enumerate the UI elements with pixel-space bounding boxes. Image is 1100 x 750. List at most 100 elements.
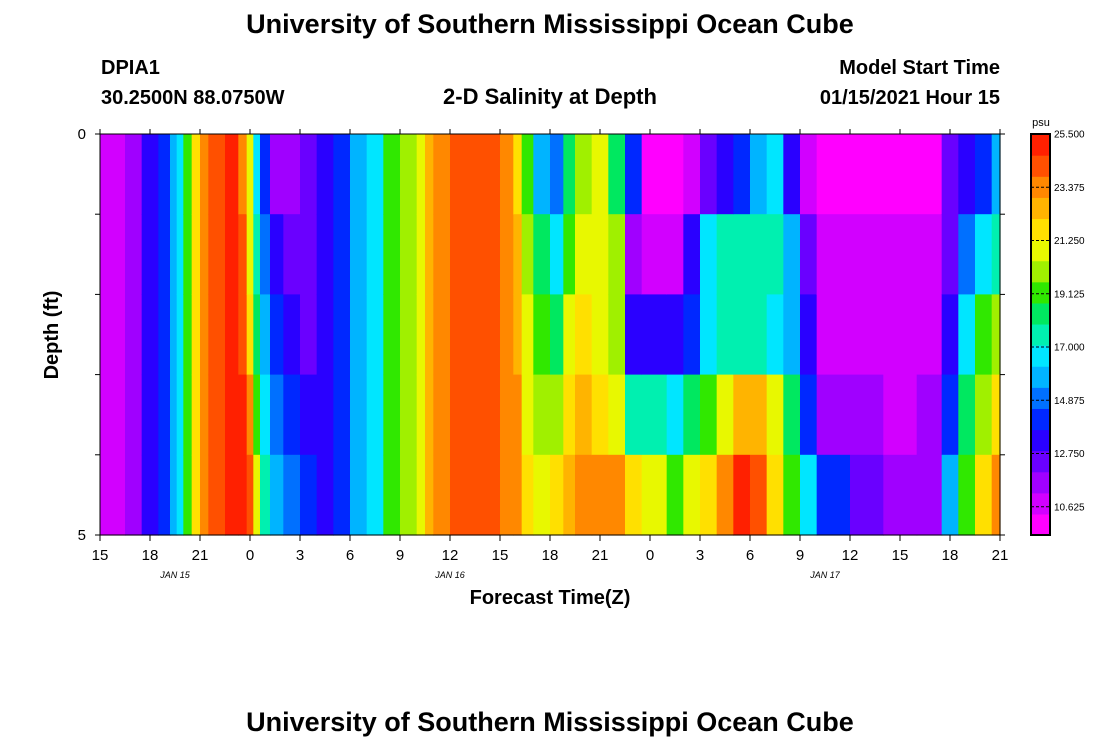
heatmap-cell <box>176 374 184 456</box>
heatmap-cell <box>176 134 184 215</box>
heatmap-cell <box>183 454 193 536</box>
heatmap-cell <box>550 454 564 536</box>
heatmap-cell <box>433 134 451 215</box>
heatmap-cell <box>563 214 576 295</box>
heatmap-cell <box>416 294 426 376</box>
heatmap-cell <box>450 454 501 536</box>
heatmap-cell <box>975 374 993 456</box>
heatmap-cell <box>238 214 248 295</box>
colorbar-segment <box>1031 176 1050 198</box>
heatmap-cell <box>208 134 226 215</box>
heatmap-cell <box>191 374 201 456</box>
heatmap-cells <box>100 134 1001 536</box>
x-tick-label: 0 <box>246 547 254 564</box>
heatmap-cell <box>400 454 418 536</box>
heatmap-cell <box>521 134 534 215</box>
heatmap-cell <box>750 134 768 215</box>
heatmap-cell <box>158 294 171 376</box>
heatmap-cell <box>333 214 351 295</box>
heatmap-cell <box>666 134 684 215</box>
heatmap-cell <box>991 374 1001 456</box>
heatmap-cell <box>283 374 301 456</box>
heatmap-cell <box>916 134 943 215</box>
heatmap-cell <box>125 134 143 215</box>
heatmap-cell <box>958 454 976 536</box>
heatmap-cell <box>850 214 884 295</box>
heatmap-cell <box>958 294 976 376</box>
heatmap-cell <box>141 374 159 456</box>
colorbar-segment <box>1031 239 1050 262</box>
heatmap-cell <box>253 374 261 456</box>
heatmap-cell <box>383 134 401 215</box>
heatmap-cell <box>333 294 351 376</box>
heatmap-cell <box>941 294 959 376</box>
heatmap-cell <box>550 214 564 295</box>
heatmap-cell <box>766 214 784 295</box>
heatmap-cell <box>425 134 434 215</box>
heatmap-cell <box>716 454 734 536</box>
heatmap-cell <box>425 374 434 456</box>
heatmap-cell <box>366 294 384 376</box>
heatmap-cell <box>575 374 593 456</box>
heatmap-cell <box>563 454 576 536</box>
heatmap-cell <box>883 454 918 536</box>
heatmap-cell <box>253 294 261 376</box>
heatmap-cell <box>521 454 534 536</box>
heatmap-cell <box>300 374 318 456</box>
heatmap-cell <box>400 374 418 456</box>
heatmap-cell <box>260 294 271 376</box>
heatmap-cell <box>991 214 1001 295</box>
heatmap-cell <box>238 134 248 215</box>
heatmap-cell <box>350 454 368 536</box>
chart-title: 2-D Salinity at Depth <box>443 84 657 109</box>
heatmap-cell <box>625 294 643 376</box>
heatmap-cell <box>733 374 751 456</box>
heatmap-cell <box>533 134 551 215</box>
x-tick-label: 12 <box>842 547 859 564</box>
heatmap-cell <box>383 374 401 456</box>
heatmap-cell <box>608 294 626 376</box>
x-tick-label: 18 <box>942 547 959 564</box>
colorbar-segment <box>1031 218 1050 241</box>
heatmap-cell <box>533 294 551 376</box>
heatmap-cell <box>225 454 239 536</box>
heatmap-cell <box>170 214 178 295</box>
colorbar-label: 12.750 <box>1054 449 1085 460</box>
y-tick-label: 5 <box>78 527 86 544</box>
heatmap-cell <box>500 214 514 295</box>
heatmap-cell <box>253 454 261 536</box>
heatmap-cell <box>225 214 239 295</box>
heatmap-cell <box>591 214 609 295</box>
heatmap-cell <box>125 214 143 295</box>
heatmap-cell <box>208 294 226 376</box>
x-tick-label: 3 <box>696 547 704 564</box>
heatmap-cell <box>666 214 684 295</box>
heatmap-cell <box>238 294 248 376</box>
heatmap-cell <box>850 374 884 456</box>
heatmap-cell <box>450 374 501 456</box>
heatmap-cell <box>208 214 226 295</box>
heatmap-cell <box>125 454 143 536</box>
heatmap-cell <box>700 294 718 376</box>
heatmap-cell <box>766 374 784 456</box>
heatmap-cell <box>141 294 159 376</box>
heatmap-cell <box>575 214 593 295</box>
colorbar-segment <box>1031 197 1050 220</box>
heatmap-cell <box>500 134 514 215</box>
heatmap-cell <box>366 214 384 295</box>
heatmap-cell <box>300 294 318 376</box>
heatmap-cell <box>521 214 534 295</box>
heatmap-cell <box>270 134 284 215</box>
colorbar-label: 21.250 <box>1054 236 1085 247</box>
colorbar-segment <box>1031 387 1050 409</box>
heatmap-cell <box>100 294 126 376</box>
heatmap-cell <box>246 294 254 376</box>
y-tick-label: 0 <box>78 126 86 143</box>
heatmap-cell <box>500 294 514 376</box>
x-tick-label: 6 <box>346 547 354 564</box>
heatmap-cell <box>591 374 609 456</box>
heatmap-cell <box>100 374 126 456</box>
heatmap-cell <box>333 374 351 456</box>
heatmap-cell <box>500 454 514 536</box>
